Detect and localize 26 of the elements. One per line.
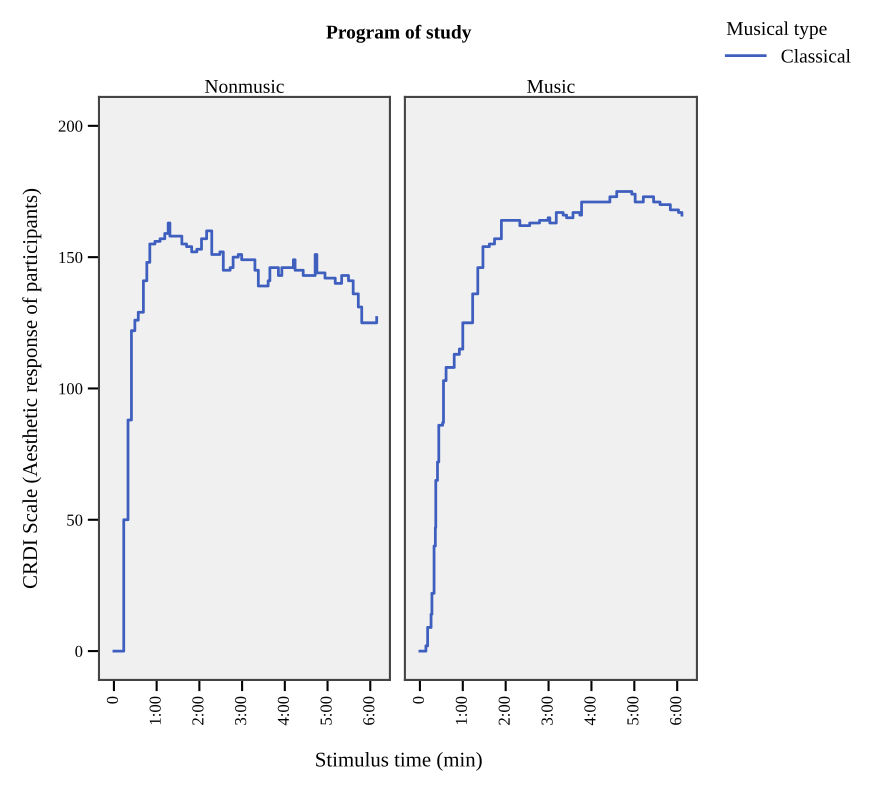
y-tick-label: 0 [75,646,82,658]
x-tick-label: 3:00 [235,696,246,725]
y-tick-label: 100 [59,383,82,394]
y-tick-label: 200 [58,120,82,132]
y-tick-label: 50 [67,514,82,526]
x-tick-label: 6:00 [670,696,682,725]
text: Program of study [326,24,472,43]
x-tick-label: 1:00 [456,696,468,724]
x-tick-label: 0 [412,696,424,704]
x-tick-label: 6:00 [363,696,375,725]
chart-title: Nonmusic [205,80,284,93]
x-tick-label: 0 [106,696,118,704]
x-tick-label: 5:00 [627,696,639,725]
x-tick-label: 2:00 [498,696,510,725]
x-tick-label: 4:00 [278,696,290,726]
legend-title: Musical type [726,21,827,40]
legend-label: Classical [782,48,851,63]
x-tick-label: 5:00 [320,696,332,725]
x-axis-title: Stimulus time (min) [316,752,482,771]
y-tick-label: 150 [59,252,82,264]
y-axis-title: CRDI Scale (Aesthetic response of participants) [22,188,42,588]
x-tick-label: 4:00 [584,696,596,726]
x-tick-label: 3:00 [541,696,553,725]
x-tick-label: 2:00 [192,696,204,725]
x-tick-label: 1:00 [150,696,161,724]
chart-title: Music [527,80,575,93]
